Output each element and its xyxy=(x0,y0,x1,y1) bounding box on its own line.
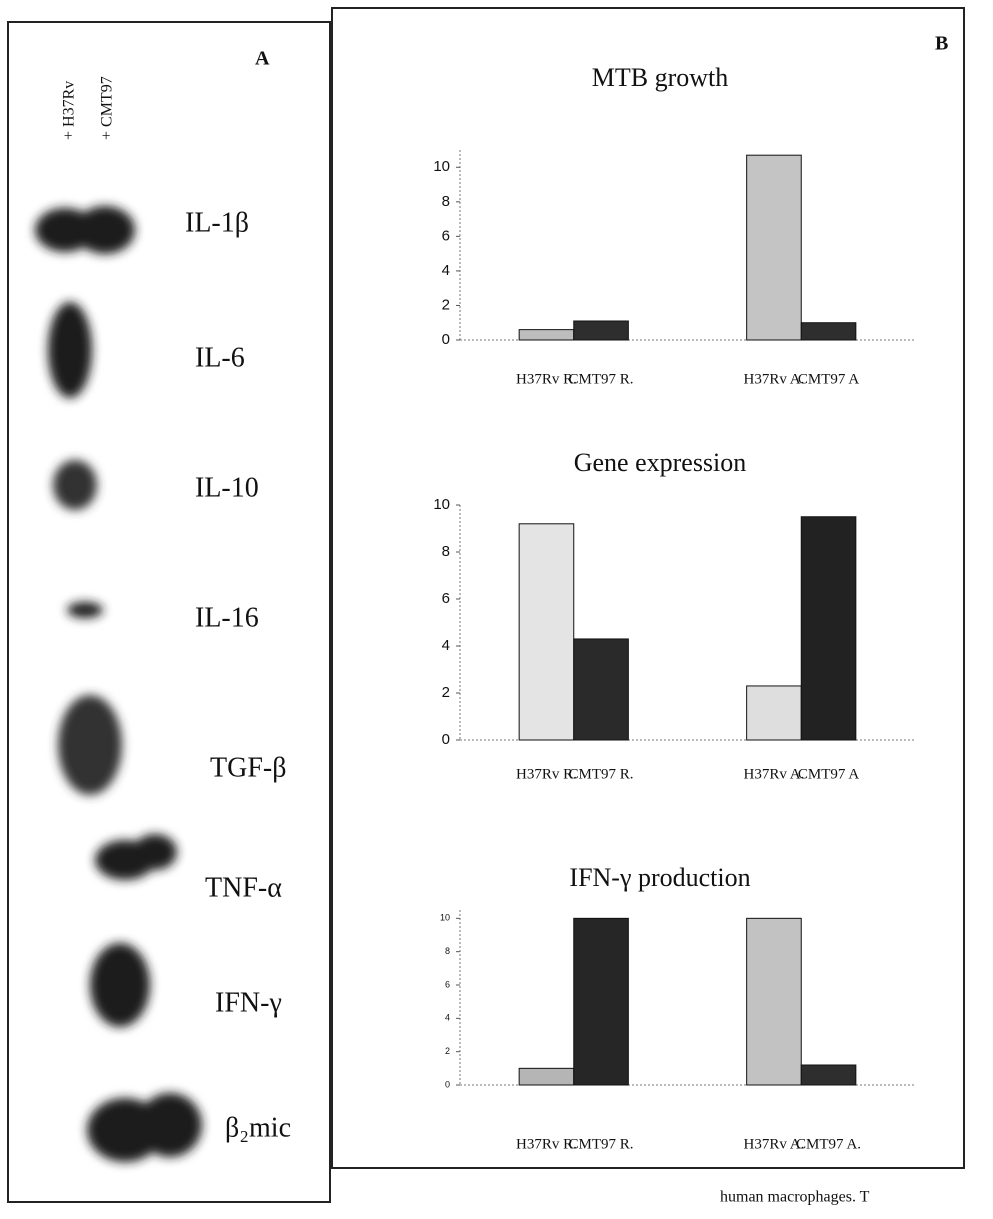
x-tick-label: CMT97 A xyxy=(798,766,859,782)
y-tick-label: 10 xyxy=(440,913,450,923)
row-label: IFN-γ xyxy=(215,987,282,1018)
row-label: IL-1β xyxy=(185,207,249,238)
x-tick-label: CMT97 A. xyxy=(796,1136,861,1152)
y-tick-label: 4 xyxy=(442,637,450,654)
y-tick-label: 6 xyxy=(442,590,450,607)
y-tick-label: 2 xyxy=(442,684,450,701)
row-label: IL-10 xyxy=(195,472,259,503)
x-tick-label: H37Rv A. xyxy=(744,766,805,782)
blot xyxy=(90,943,150,1027)
x-tick-label: CMT97 A xyxy=(798,371,859,387)
bar xyxy=(801,323,856,340)
y-tick-label: 10 xyxy=(433,158,450,175)
blot xyxy=(48,302,92,398)
y-tick-label: 8 xyxy=(442,543,450,560)
y-tick-label: 4 xyxy=(445,1013,450,1023)
lane-label: + H37Rv xyxy=(61,81,78,140)
chart-title: Gene expression xyxy=(574,448,747,477)
bar xyxy=(801,517,856,740)
caption: human macrophages. T xyxy=(720,1189,870,1206)
chart-title: IFN-γ production xyxy=(569,863,750,892)
chart-title: MTB growth xyxy=(592,63,729,92)
x-tick-label: CMT97 R. xyxy=(569,371,634,387)
bar xyxy=(574,321,629,340)
blot xyxy=(67,602,103,618)
y-tick-label: 6 xyxy=(445,979,450,989)
y-tick-label: 4 xyxy=(442,262,450,279)
x-tick-label: CMT97 R. xyxy=(569,1136,634,1152)
x-tick-label: CMT97 R. xyxy=(569,766,634,782)
panel-b-label: B xyxy=(935,33,948,55)
bar xyxy=(574,918,629,1085)
bar xyxy=(519,1068,574,1085)
blot xyxy=(58,695,122,795)
y-tick-label: 0 xyxy=(442,331,450,348)
blot xyxy=(75,206,135,254)
figure: A B + H37Rv + CMT97 IL-1β IL-6 IL-10 IL-… xyxy=(0,0,993,1214)
bar xyxy=(747,155,802,340)
y-tick-label: 6 xyxy=(442,227,450,244)
bar xyxy=(519,524,574,740)
y-tick-label: 8 xyxy=(442,193,450,210)
y-tick-label: 10 xyxy=(433,496,450,513)
row-label: IL-6 xyxy=(195,342,245,373)
y-tick-label: 0 xyxy=(442,731,450,748)
blot xyxy=(53,460,97,510)
bar xyxy=(801,1065,856,1085)
lane-label: + CMT97 xyxy=(99,76,116,140)
y-tick-label: 2 xyxy=(442,296,450,313)
row-label: β₂mic xyxy=(225,1112,291,1143)
y-tick-label: 2 xyxy=(445,1046,450,1056)
bar xyxy=(519,330,574,340)
blot xyxy=(133,834,177,870)
row-label: TNF-α xyxy=(205,872,282,903)
bar xyxy=(574,639,629,740)
y-tick-label: 8 xyxy=(445,946,450,956)
bar xyxy=(747,686,802,740)
blot xyxy=(138,1093,202,1157)
row-label: TGF-β xyxy=(210,752,286,783)
y-tick-label: 0 xyxy=(445,1079,450,1089)
bar xyxy=(747,918,802,1085)
row-label: IL-16 xyxy=(195,602,259,633)
x-tick-label: H37Rv A. xyxy=(744,371,805,387)
panel-a-label: A xyxy=(255,48,270,70)
